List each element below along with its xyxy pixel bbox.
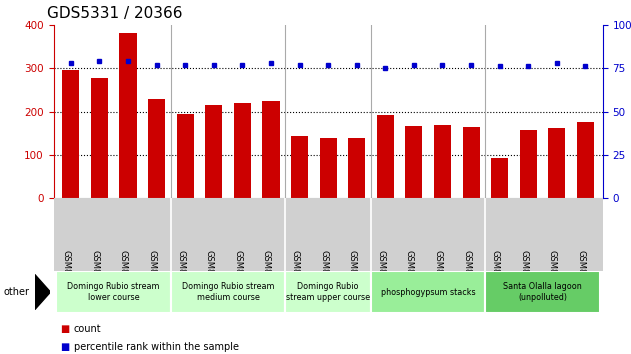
Bar [57, 271, 171, 313]
Text: GDS5331 / 20366: GDS5331 / 20366 [47, 6, 183, 21]
Bar [148, 98, 165, 198]
Bar [262, 101, 280, 198]
Text: Domingo Rubio
stream upper course: Domingo Rubio stream upper course [286, 282, 370, 302]
Bar [520, 130, 537, 198]
Bar [285, 271, 371, 313]
Bar [405, 126, 423, 198]
Bar [463, 127, 480, 198]
Bar [491, 158, 508, 198]
Text: percentile rank within the sample: percentile rank within the sample [74, 342, 239, 352]
Bar [377, 115, 394, 198]
Bar [62, 70, 80, 198]
Text: Santa Olalla lagoon
(unpolluted): Santa Olalla lagoon (unpolluted) [503, 282, 582, 302]
Bar [348, 137, 365, 198]
Text: phosphogypsum stacks: phosphogypsum stacks [381, 287, 476, 297]
Bar [371, 271, 485, 313]
Text: count: count [74, 324, 102, 334]
Bar [177, 114, 194, 198]
Bar [548, 127, 565, 198]
Bar [233, 103, 251, 198]
Bar [485, 271, 599, 313]
Bar [434, 125, 451, 198]
Bar [171, 271, 285, 313]
Bar [319, 138, 337, 198]
Bar [577, 122, 594, 198]
Text: Domingo Rubio stream
medium course: Domingo Rubio stream medium course [182, 282, 274, 302]
Text: ■: ■ [60, 324, 69, 334]
Bar [91, 78, 108, 198]
Bar [119, 33, 136, 198]
Polygon shape [35, 274, 50, 310]
Bar [205, 105, 222, 198]
Text: ■: ■ [60, 342, 69, 352]
Text: Domingo Rubio stream
lower course: Domingo Rubio stream lower course [68, 282, 160, 302]
Text: other: other [3, 287, 29, 297]
Bar [291, 136, 308, 198]
